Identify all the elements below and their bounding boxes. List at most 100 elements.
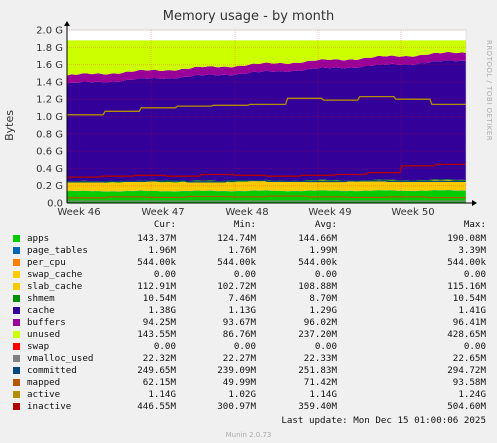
y-tick-label: 1.0 G xyxy=(36,112,63,123)
legend-series-name: page_tables xyxy=(27,245,88,256)
legend-value: 0.00 xyxy=(153,341,176,352)
legend-value: 3.39M xyxy=(458,245,486,256)
legend-row-slab-cache: slab_cache 112.91M 102.72M 108.88M 115.16M xyxy=(0,281,497,293)
legend-value: 504.60M xyxy=(447,401,486,412)
x-axis-arrow xyxy=(472,200,477,206)
legend-value: 22.33M xyxy=(303,353,337,364)
legend-swatch xyxy=(13,319,20,326)
legend-value: 0.00 xyxy=(233,269,256,280)
y-tick-label: 1.2 G xyxy=(36,95,63,106)
legend-value: 1.24G xyxy=(458,389,486,400)
last-update: Last update: Mon Dec 15 01:00:06 2025 xyxy=(281,415,486,426)
legend-value: 49.99M xyxy=(222,377,256,388)
y-tick-label: 0.8 G xyxy=(36,129,63,140)
y-tick-label: 1.8 G xyxy=(36,43,63,54)
area-shmem xyxy=(67,179,466,183)
x-tick-label: Week 50 xyxy=(391,207,434,218)
x-tick-label: Week 47 xyxy=(141,207,184,218)
legend-swatch xyxy=(13,391,20,398)
legend-value: 22.32M xyxy=(142,353,176,364)
legend-value: 8.70M xyxy=(309,293,337,304)
area-slab-cache xyxy=(67,180,466,192)
legend-value: 0.00 xyxy=(314,341,337,352)
legend-series-name: per_cpu xyxy=(27,257,66,268)
legend-value: 124.74M xyxy=(217,233,256,244)
legend-series-name: inactive xyxy=(27,401,72,412)
legend-row-per-cpu: per_cpu 544.00k 544.00k 544.00k 544.00k xyxy=(0,257,497,269)
y-tick-label: 2.0 G xyxy=(36,26,63,37)
legend-value: 1.29G xyxy=(309,305,337,316)
y-tick-label: 0.0 xyxy=(47,199,63,210)
legend-series-name: apps xyxy=(27,233,50,244)
legend-value: 0.00 xyxy=(314,269,337,280)
legend-swatch xyxy=(13,295,20,302)
legend-value: 294.72M xyxy=(447,365,486,376)
legend-series-name: swap_cache xyxy=(27,269,83,280)
area-unused xyxy=(67,40,466,76)
legend-value: 143.55M xyxy=(137,329,176,340)
legend-column-header: Cur: xyxy=(153,219,176,230)
rrdtool-credit: RRDTOOL / TOBI OETIKER xyxy=(485,40,493,142)
legend-value: 1.99M xyxy=(309,245,337,256)
legend-row-committed: committed 249.65M 239.09M 251.83M 294.72M xyxy=(0,365,497,377)
legend-value: 251.83M xyxy=(298,365,337,376)
legend-value: 544.00k xyxy=(447,257,486,268)
legend-series-name: unused xyxy=(27,329,61,340)
legend-value: 237.20M xyxy=(298,329,337,340)
legend-row-cache: cache 1.38G 1.13G 1.29G 1.41G xyxy=(0,305,497,317)
line-active xyxy=(67,95,466,116)
legend-value: 112.91M xyxy=(137,281,176,292)
y-tick-label: 0.6 G xyxy=(36,147,63,158)
chart-title: Memory usage - by month xyxy=(162,9,335,24)
legend-swatch xyxy=(13,403,20,410)
legend-value: 22.65M xyxy=(452,353,486,364)
legend-value: 108.88M xyxy=(298,281,337,292)
legend-value: 1.76M xyxy=(228,245,256,256)
legend-row-vmalloc-used: vmalloc_used 22.32M 22.27M 22.33M 22.65M xyxy=(0,353,497,365)
legend-row-page-tables: page_tables 1.96M 1.76M 1.99M 3.39M xyxy=(0,245,497,257)
legend-value: 1.14G xyxy=(309,389,337,400)
legend-row-apps: apps 143.37M 124.74M 144.66M 190.08M xyxy=(0,233,497,245)
legend-value: 1.02G xyxy=(228,389,256,400)
legend-value: 190.08M xyxy=(447,233,486,244)
legend-value: 10.54M xyxy=(452,293,486,304)
legend-value: 446.55M xyxy=(137,401,176,412)
legend-value: 1.96M xyxy=(148,245,176,256)
memory-chart: 0.0 0.2 G 0.4 G 0.6 G 0.8 G 1.0 G 1.2 G 1.4 G 1.… xyxy=(36,21,477,218)
y-tick-label: 1.4 G xyxy=(36,77,63,88)
legend-value: 1.38G xyxy=(148,305,176,316)
legend-row-mapped: mapped 62.15M 49.99M 71.42M 93.58M xyxy=(0,377,497,389)
legend-row-inactive: inactive 446.55M 300.97M 359.40M 504.60M xyxy=(0,401,497,413)
legend-value: 359.40M xyxy=(298,401,337,412)
line-mapped xyxy=(67,195,466,199)
y-tick-label: 0.4 G xyxy=(36,164,63,175)
legend-series-name: swap xyxy=(27,341,50,352)
line-committed xyxy=(67,179,466,183)
legend-value: 7.46M xyxy=(228,293,256,304)
legend-series-name: shmem xyxy=(27,293,55,304)
legend-value: 62.15M xyxy=(142,377,176,388)
legend-value: 249.65M xyxy=(137,365,176,376)
x-tick-label: Week 49 xyxy=(308,207,351,218)
legend-value: 0.00 xyxy=(463,269,486,280)
legend-series-name: mapped xyxy=(27,377,61,388)
legend-series-name: buffers xyxy=(27,317,66,328)
legend-swatch xyxy=(13,379,20,386)
y-tick-label: 0.2 G xyxy=(36,181,63,192)
legend-column-header: Avg: xyxy=(314,219,337,230)
legend-value: 22.27M xyxy=(222,353,256,364)
legend-value: 102.72M xyxy=(217,281,256,292)
legend-value: 0.00 xyxy=(153,269,176,280)
legend-value: 544.00k xyxy=(137,257,176,268)
legend-swatch xyxy=(13,235,20,242)
legend-value: 93.67M xyxy=(222,317,256,328)
legend-series-name: active xyxy=(27,389,61,400)
legend-value: 1.41G xyxy=(458,305,486,316)
legend-row-active: active 1.14G 1.02G 1.14G 1.24G xyxy=(0,389,497,401)
legend-value: 239.09M xyxy=(217,365,256,376)
legend-value: 544.00k xyxy=(217,257,256,268)
legend-value: 115.16M xyxy=(447,281,486,292)
legend-value: 10.54M xyxy=(142,293,176,304)
legend-value: 1.13G xyxy=(228,305,256,316)
legend-column-header: Min: xyxy=(233,219,256,230)
